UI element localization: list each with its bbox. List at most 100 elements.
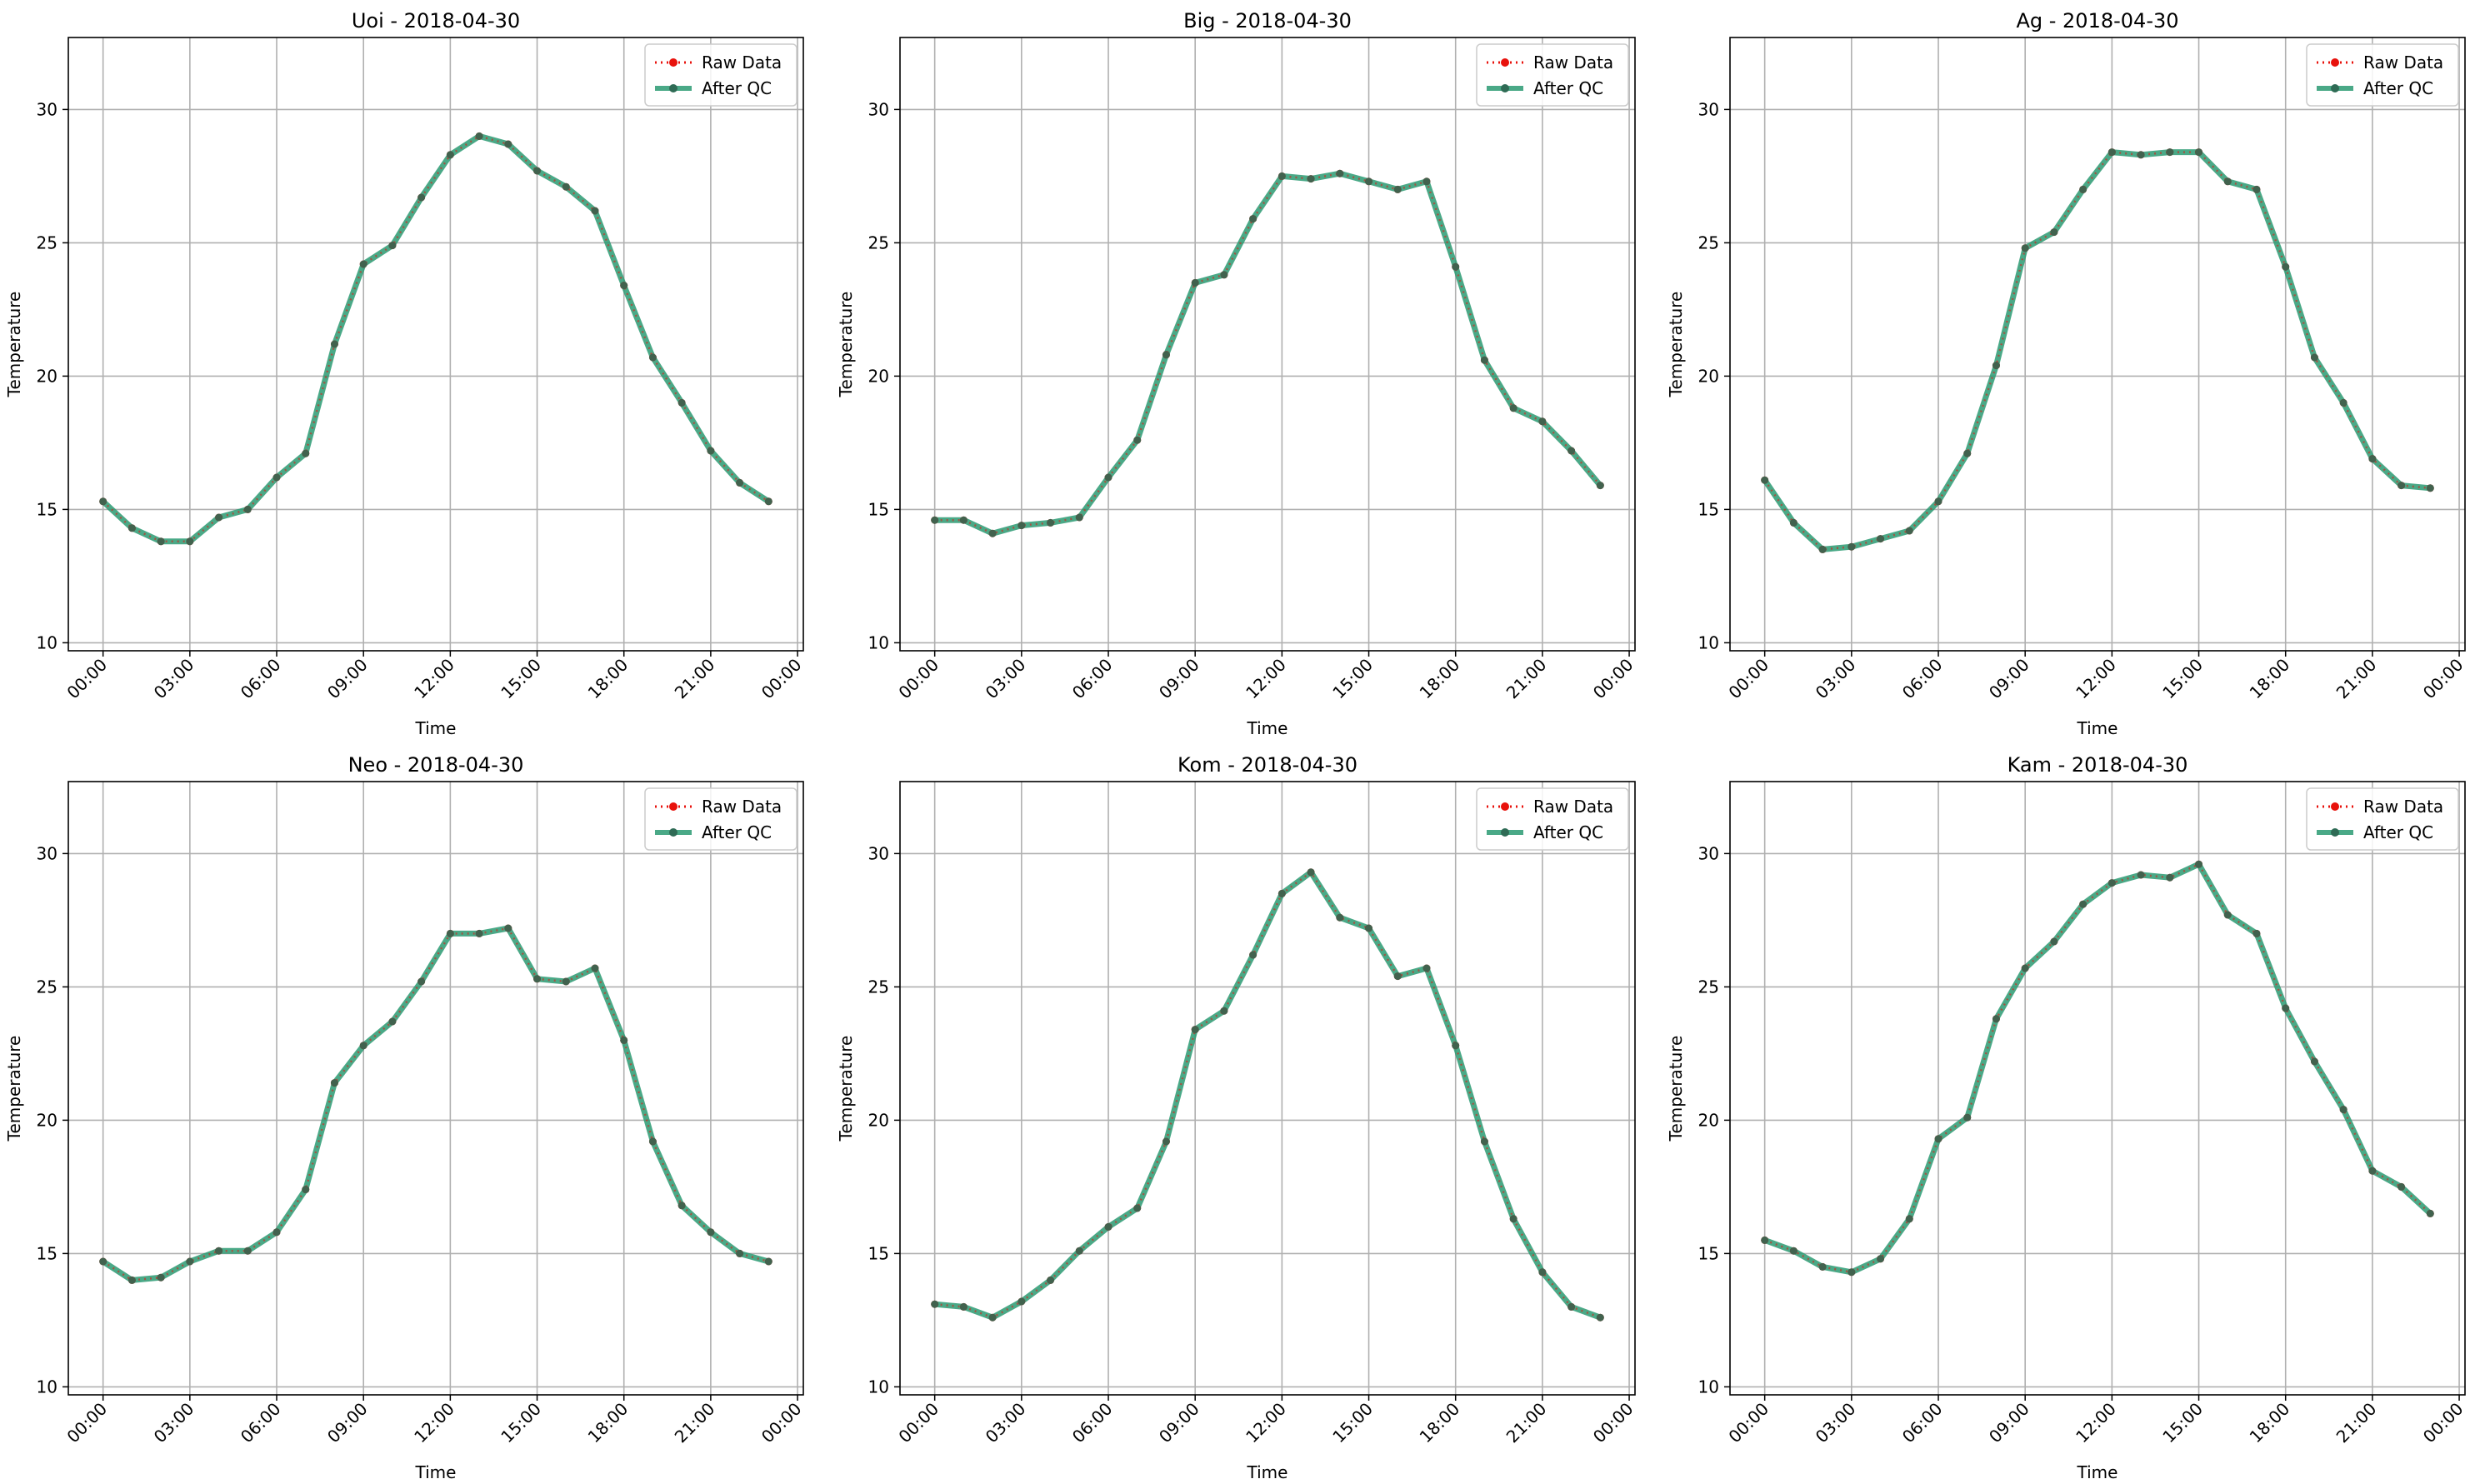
after-qc-point [1047, 518, 1055, 527]
after-qc-point [2079, 900, 2088, 908]
after-qc-point [1509, 1215, 1518, 1223]
legend-label-qc: After QC [702, 78, 772, 98]
x-tick-label: 00:00 [1589, 655, 1638, 703]
legend-qc-marker [2331, 828, 2339, 837]
x-tick-label: 09:00 [323, 655, 372, 703]
after-qc-point [186, 1257, 194, 1266]
after-qc-point [2223, 177, 2232, 186]
axes-frame [68, 37, 804, 652]
x-tick-label: 15:00 [1328, 1399, 1377, 1447]
after-qc-point [988, 529, 997, 537]
legend-raw-marker [1501, 802, 1509, 811]
after-qc-point [2050, 228, 2058, 237]
after-qc-point [388, 1017, 397, 1026]
y-axis-label: Temperature [4, 1036, 24, 1142]
x-tick-label: 15:00 [1328, 655, 1377, 703]
after-qc-point [931, 516, 939, 524]
legend-label-raw: Raw Data [702, 797, 782, 817]
y-tick-label: 20 [868, 366, 889, 386]
after-qc-point [1393, 972, 1402, 981]
after-qc-point [418, 193, 426, 202]
x-tick-label: 00:00 [62, 655, 111, 703]
after-qc-point [2021, 244, 2029, 252]
x-tick-label: 18:00 [2246, 1399, 2294, 1447]
series-line-after-qc [101, 132, 771, 545]
after-qc-point [1877, 535, 1885, 543]
after-qc-point [2137, 151, 2145, 159]
after-qc-point [1992, 1015, 2000, 1023]
legend: Raw Data After QC [644, 787, 798, 851]
y-tick-label: 20 [37, 366, 58, 386]
x-tick-label: 21:00 [671, 655, 719, 703]
x-tick-label: 21:00 [2332, 655, 2381, 703]
after-qc-point [446, 151, 454, 159]
x-tick-label: 21:00 [1502, 655, 1551, 703]
series-line-raw-data [102, 135, 770, 543]
x-tick-label: 00:00 [2419, 655, 2468, 703]
series-line-raw-data [934, 871, 1601, 1319]
y-tick-label: 10 [37, 1377, 58, 1397]
subplot-title: Uoi - 2018-04-30 [352, 9, 520, 32]
legend-label-qc: After QC [702, 822, 772, 842]
axes-frame [68, 781, 804, 1396]
after-qc-point [648, 1137, 657, 1146]
x-tick-label: 12:00 [410, 1399, 458, 1447]
after-qc-point [504, 924, 512, 932]
x-tick-label: 18:00 [584, 655, 632, 703]
x-tick-label: 00:00 [894, 1399, 942, 1447]
after-qc-point [736, 478, 744, 487]
series-line-after-qc [1763, 861, 2432, 1276]
after-qc-point [988, 1313, 997, 1322]
legend-qc-marker [669, 828, 678, 837]
after-qc-point [2368, 455, 2377, 463]
y-tick-label: 15 [868, 499, 889, 519]
after-qc-point [1191, 1026, 1199, 1034]
after-qc-point [128, 1276, 136, 1284]
after-qc-point [2252, 929, 2261, 937]
x-tick-label: 15:00 [497, 655, 545, 703]
x-tick-label: 15:00 [2158, 1399, 2207, 1447]
after-qc-point [1538, 417, 1547, 426]
legend: Raw Data After QC [1476, 43, 1629, 107]
y-tick-label: 15 [37, 1243, 58, 1263]
x-tick-label: 00:00 [758, 1399, 806, 1447]
after-qc-point [1104, 473, 1112, 482]
legend-raw-marker [669, 802, 678, 811]
after-qc-point [620, 1036, 628, 1044]
after-qc-point [215, 513, 223, 522]
after-qc-point [1104, 1222, 1112, 1231]
x-tick-label: 15:00 [2158, 655, 2207, 703]
x-tick-label: 18:00 [2246, 655, 2294, 703]
after-qc-point [1365, 924, 1373, 932]
x-tick-label: 00:00 [1589, 1399, 1638, 1447]
after-qc-point [1336, 169, 1344, 177]
after-qc-point [1393, 185, 1402, 193]
x-tick-label: 00:00 [1724, 655, 1772, 703]
after-qc-point [2282, 262, 2290, 271]
legend-label-qc: After QC [2363, 822, 2433, 842]
x-tick-label: 18:00 [1416, 655, 1464, 703]
after-qc-point [2282, 1004, 2290, 1012]
legend: Raw Data After QC [2306, 43, 2459, 107]
after-qc-point [475, 132, 483, 140]
x-axis-label: Time [1247, 1462, 1288, 1482]
after-qc-point [1818, 545, 1827, 553]
legend-label-raw: Raw Data [2363, 797, 2443, 817]
legend-qc-marker [1501, 84, 1509, 92]
x-tick-label: 12:00 [1242, 655, 1290, 703]
legend-raw-marker [2331, 802, 2339, 811]
after-qc-point [128, 524, 136, 532]
y-tick-label: 10 [868, 632, 889, 652]
after-qc-point [2021, 964, 2029, 972]
x-tick-label: 00:00 [1724, 1399, 1772, 1447]
x-tick-label: 03:00 [150, 655, 198, 703]
x-tick-label: 09:00 [1155, 655, 1203, 703]
after-qc-point [2195, 860, 2203, 868]
x-tick-label: 03:00 [1812, 1399, 1860, 1447]
series-line-after-qc [1762, 149, 2431, 552]
legend-raw-marker [1501, 58, 1509, 67]
after-qc-point [243, 505, 252, 513]
y-tick-label: 20 [868, 1110, 889, 1130]
